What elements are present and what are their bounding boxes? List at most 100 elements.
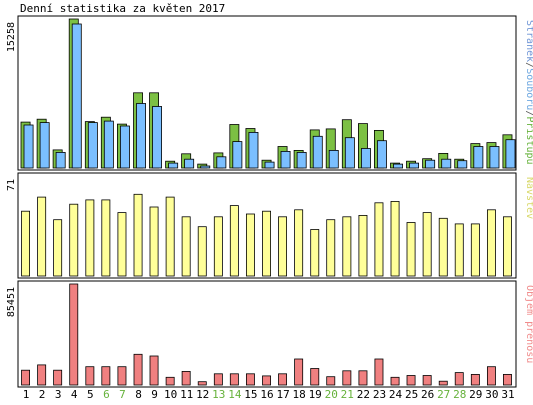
x-tick-label-7: 7 <box>119 388 126 401</box>
bar-souboru-16 <box>264 161 275 169</box>
bar-objem-7 <box>117 366 127 386</box>
bar-objem-20 <box>326 376 336 386</box>
bar-souboru-7 <box>120 125 130 169</box>
bar-navstev-17 <box>278 216 288 277</box>
x-axis-labels: 1 2 3 4 5 6 7 8 9 10 11 12 13 14 15 16 17 18 19 20 21 22 23 24 2… <box>23 388 515 401</box>
bar-souboru-28 <box>457 160 468 169</box>
bar-souboru-2 <box>39 122 50 169</box>
bar-navstev-7 <box>117 212 127 277</box>
x-tick-label-14: 14 <box>228 388 242 401</box>
x-tick-label-23: 23 <box>373 388 386 401</box>
x-tick-label-12: 12 <box>196 388 209 401</box>
bar-navstev-15 <box>245 213 255 277</box>
bar-objem-30 <box>486 366 496 386</box>
bar-souboru-22 <box>360 148 371 169</box>
bar-objem-4 <box>69 283 79 386</box>
bar-souboru-30 <box>489 146 500 169</box>
bar-objem-21 <box>342 370 352 386</box>
bar-navstev-29 <box>470 223 480 277</box>
bar-navstev-9 <box>149 206 159 277</box>
bar-objem-14 <box>229 373 239 386</box>
x-tick-label-25: 25 <box>405 388 418 401</box>
y-max-label-bot: 85451 <box>6 287 17 317</box>
bar-objem-15 <box>245 373 255 386</box>
bar-objem-3 <box>53 369 63 386</box>
legend-entry-top-1: / <box>524 62 533 68</box>
bar-objem-12 <box>197 381 207 386</box>
bar-souboru-9 <box>152 106 163 169</box>
bar-objem-24 <box>390 376 400 386</box>
x-tick-label-29: 29 <box>469 388 482 401</box>
x-tick-label-8: 8 <box>135 388 142 401</box>
bar-souboru-21 <box>344 137 355 169</box>
x-tick-label-18: 18 <box>292 388 305 401</box>
panel-mid: 71 Návštěv <box>6 172 533 279</box>
x-tick-label-13: 13 <box>212 388 225 401</box>
bar-souboru-13 <box>216 156 227 169</box>
bar-objem-18 <box>294 358 304 386</box>
bar-souboru-19 <box>312 135 323 169</box>
x-tick-label-20: 20 <box>325 388 338 401</box>
x-tick-label-16: 16 <box>260 388 273 401</box>
bar-navstev-27 <box>438 217 448 277</box>
x-tick-label-5: 5 <box>87 388 94 401</box>
legend-entry-top-0: Stránek <box>524 20 533 62</box>
bar-souboru-4 <box>71 23 82 169</box>
bar-objem-25 <box>406 375 416 386</box>
x-tick-label-6: 6 <box>103 388 110 401</box>
legend-entry-mid-0: Návštěv <box>524 177 533 219</box>
x-tick-label-4: 4 <box>71 388 78 401</box>
bar-navstev-18 <box>294 209 304 277</box>
x-tick-label-2: 2 <box>39 388 46 401</box>
bar-objem-5 <box>85 366 95 386</box>
bar-navstev-16 <box>262 210 272 277</box>
bar-navstev-28 <box>454 223 464 277</box>
bar-navstev-14 <box>229 205 239 277</box>
x-tick-label-9: 9 <box>151 388 158 401</box>
bar-objem-28 <box>454 372 464 386</box>
bar-navstev-21 <box>342 216 352 277</box>
bar-navstev-5 <box>85 199 95 277</box>
x-tick-label-10: 10 <box>164 388 177 401</box>
legend-mid: Návštěv <box>524 177 533 219</box>
bar-objem-22 <box>358 370 368 386</box>
bar-souboru-31 <box>505 139 516 169</box>
bar-objem-1 <box>21 369 31 386</box>
x-tick-label-3: 3 <box>55 388 62 401</box>
legend-entry-top-2: Souborů <box>524 68 533 110</box>
bar-souboru-14 <box>232 141 243 169</box>
legend-bot: Objem přenosu <box>524 285 533 363</box>
bar-navstev-26 <box>422 212 432 277</box>
bar-navstev-31 <box>502 216 512 277</box>
bar-souboru-3 <box>55 151 66 169</box>
bar-souboru-1 <box>23 124 34 169</box>
bar-navstev-24 <box>390 200 400 277</box>
bar-navstev-30 <box>486 209 496 277</box>
panel-frame-bot <box>17 280 517 388</box>
bar-objem-17 <box>278 373 288 386</box>
bar-navstev-20 <box>326 219 336 277</box>
bar-objem-11 <box>181 370 191 386</box>
bar-objem-9 <box>149 355 159 386</box>
bar-objem-26 <box>422 375 432 386</box>
bar-navstev-22 <box>358 214 368 277</box>
x-tick-label-21: 21 <box>341 388 354 401</box>
bar-navstev-25 <box>406 222 416 277</box>
bar-souboru-27 <box>441 158 452 169</box>
legend-entry-top-3: / <box>524 110 533 116</box>
bar-objem-10 <box>165 376 175 386</box>
bar-objem-29 <box>470 373 480 386</box>
chart-title: Denní statistika za květen 2017 <box>20 2 225 15</box>
bar-navstev-2 <box>37 196 47 277</box>
x-tick-label-11: 11 <box>180 388 193 401</box>
bar-objem-8 <box>133 353 143 386</box>
bar-souboru-6 <box>103 120 114 169</box>
bar-navstev-10 <box>165 196 175 277</box>
bar-souboru-17 <box>280 150 291 169</box>
bar-souboru-25 <box>409 162 420 169</box>
y-max-label-top: 15258 <box>6 22 17 52</box>
x-tick-label-28: 28 <box>453 388 466 401</box>
bar-navstev-4 <box>69 203 79 277</box>
x-tick-label-26: 26 <box>421 388 434 401</box>
y-max-label-mid: 71 <box>6 179 17 191</box>
